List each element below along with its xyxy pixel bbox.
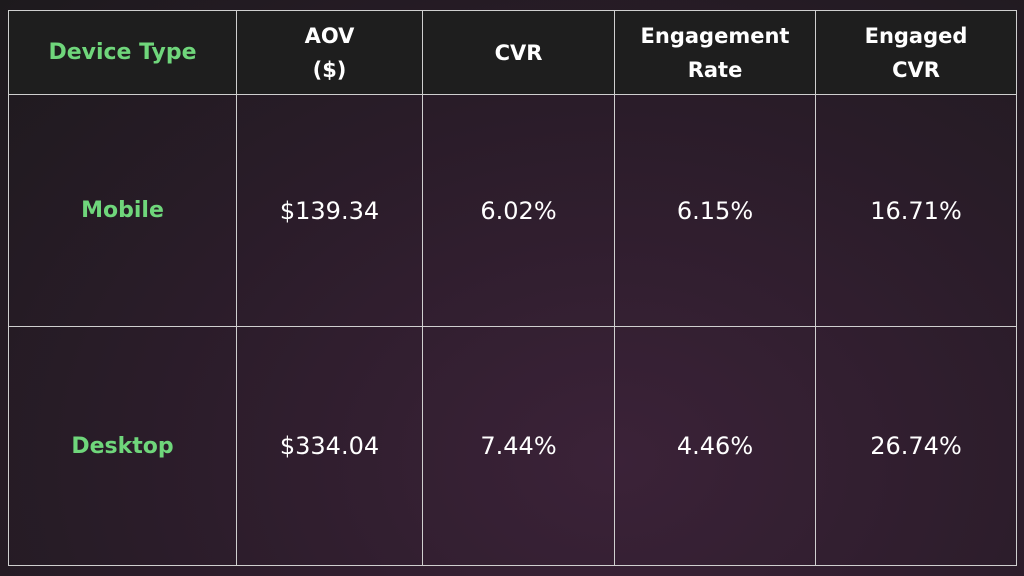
header-cell: Engagement Rate <box>614 10 816 95</box>
header-cell: Engaged CVR <box>815 10 1017 95</box>
header-cell: AOV ($) <box>236 10 423 95</box>
cell: 7.44% <box>422 326 615 566</box>
header-cell: Device Type <box>8 10 237 95</box>
data-table: Device Type AOV ($) CVR Engagement Rate … <box>8 10 1017 566</box>
table-body: Mobile $139.34 6.02% 6.15% 16.71% Deskto… <box>8 93 1017 566</box>
cell: 6.02% <box>422 93 615 328</box>
cell: $334.04 <box>236 326 423 566</box>
cell: 4.46% <box>614 326 816 566</box>
cell: 6.15% <box>614 93 816 328</box>
table-header: Device Type AOV ($) CVR Engagement Rate … <box>8 10 1017 95</box>
cell: $139.34 <box>236 93 423 328</box>
table-row: Desktop $334.04 7.44% 4.46% 26.74% <box>8 326 1017 566</box>
header-cell: CVR <box>422 10 615 95</box>
header-row: Device Type AOV ($) CVR Engagement Rate … <box>8 10 1017 95</box>
row-label: Desktop <box>8 326 237 566</box>
table-row: Mobile $139.34 6.02% 6.15% 16.71% <box>8 93 1017 328</box>
cell: 26.74% <box>815 326 1017 566</box>
cell: 16.71% <box>815 93 1017 328</box>
row-label: Mobile <box>8 93 237 328</box>
